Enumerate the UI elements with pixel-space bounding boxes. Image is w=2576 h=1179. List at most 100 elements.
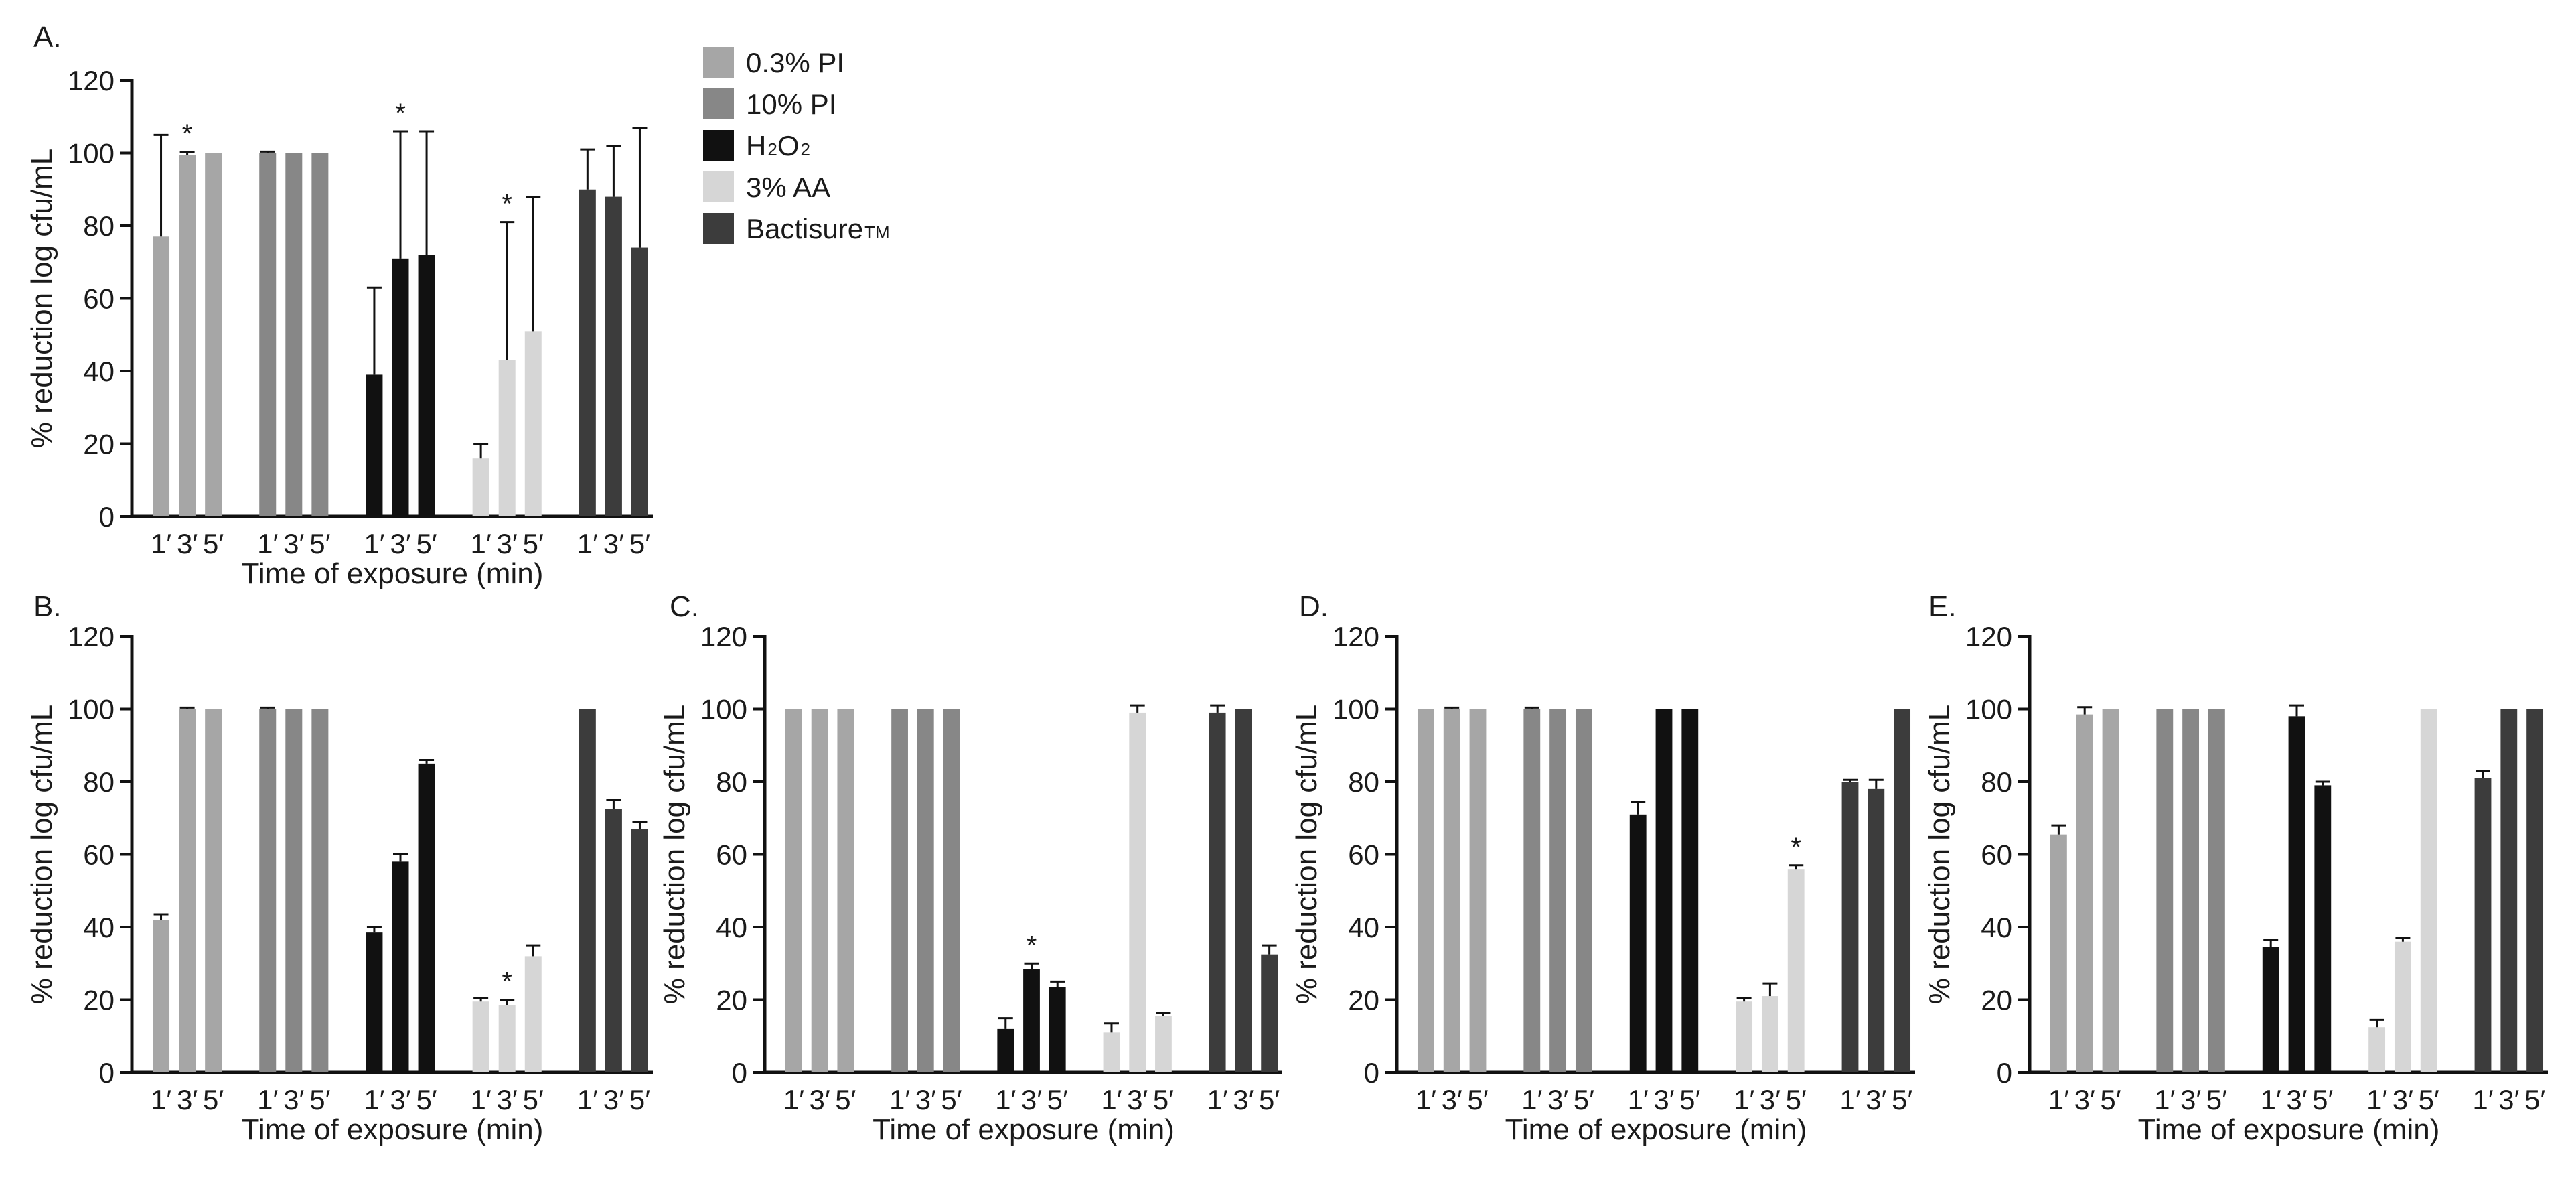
x-tick-label: 5′ <box>835 1084 856 1115</box>
x-tick-label: 5′ <box>2312 1084 2333 1115</box>
bar <box>2474 778 2492 1072</box>
series-bact: 1′ 3′ 5′ <box>577 127 650 559</box>
bar <box>392 258 409 516</box>
significance-marker: * <box>502 967 512 997</box>
series-h2o2: 1′ 3′ 5′ <box>2261 704 2334 1115</box>
bar <box>1523 709 1541 1072</box>
x-tick-label: 5′ <box>1786 1084 1807 1115</box>
y-axis-label: % reduction log cfu/mL <box>658 705 691 1005</box>
x-tick-label: 1′ <box>1521 1084 1542 1115</box>
y-tick-label: 100 <box>700 694 747 725</box>
series-bact: 1′ 3′ 5′ <box>1207 704 1280 1115</box>
x-tick-label: 1′ <box>1101 1084 1122 1115</box>
x-tick-label: 5′ <box>416 528 437 559</box>
x-tick-label: 5′ <box>1574 1084 1594 1115</box>
bar <box>997 1028 1014 1072</box>
y-axis-label: % reduction log cfu/mL <box>25 149 58 449</box>
x-tick-label: 3′ <box>603 1084 624 1115</box>
x-tick-label: 5′ <box>629 1084 650 1115</box>
legend-item-pi10: 10% PI <box>703 88 836 120</box>
series-aa3: 1′ 3′ * 5′ <box>1734 833 1807 1115</box>
y-tick-label: 120 <box>68 65 115 96</box>
x-tick-label: 1′ <box>2261 1084 2281 1115</box>
x-tick-label: 3′ <box>2286 1084 2307 1115</box>
y-tick-label: 0 <box>99 501 115 533</box>
x-tick-label: 1′ <box>783 1084 804 1115</box>
significance-marker: * <box>1027 930 1037 960</box>
y-tick-label: 40 <box>1981 912 2012 943</box>
bar <box>631 247 648 516</box>
bar <box>811 709 828 1072</box>
x-axis-label: Time of exposure (min) <box>2138 1113 2440 1146</box>
legend-item-h2o2: H2O2 <box>703 130 810 161</box>
y-axis-label: % reduction log cfu/mL <box>1923 705 1956 1005</box>
x-tick-label: 5′ <box>2419 1084 2439 1115</box>
bar <box>1235 709 1252 1072</box>
panel-a: A. 0 20 40 60 80 100 120 % reduction log cfu/mL 1… <box>25 21 653 590</box>
bar <box>1261 954 1278 1072</box>
bar <box>205 153 222 516</box>
bar <box>1681 709 1699 1072</box>
panel-c: C. 0 20 40 60 80 100 120 % reduction log cfu/mL 1… <box>658 590 1282 1146</box>
panel-e: E. 0 20 40 60 80 100 120 % reduction log cfu/mL 1… <box>1923 590 2548 1146</box>
x-tick-label: 3′ <box>2180 1084 2201 1115</box>
legend-swatch <box>703 130 734 161</box>
bar <box>2420 709 2437 1072</box>
y-tick-label: 60 <box>716 839 747 871</box>
series-bact: 1′ 3′ 5′ <box>2472 709 2545 1115</box>
x-tick-label: 3′ <box>1233 1084 1254 1115</box>
x-tick-label: 1′ <box>151 528 171 559</box>
bar <box>418 255 435 516</box>
y-tick-label: 100 <box>1965 694 2012 725</box>
x-tick-label: 5′ <box>629 528 650 559</box>
bar <box>2314 785 2332 1072</box>
y-axis-label: % reduction log cfu/mL <box>25 705 58 1005</box>
x-tick-label: 3′ <box>1021 1084 1042 1115</box>
legend-item-pi03: 0.3% PI <box>703 47 844 78</box>
x-tick-label: 1′ <box>151 1084 171 1115</box>
y-tick-label: 60 <box>83 283 115 315</box>
y-tick-label: 0 <box>1364 1057 1379 1089</box>
x-tick-label: 1′ <box>364 1084 384 1115</box>
y-tick-label: 20 <box>716 985 747 1016</box>
panel-label: E. <box>1928 590 1957 623</box>
bar <box>311 709 329 1072</box>
x-tick-label: 5′ <box>941 1084 962 1115</box>
significance-marker: * <box>182 119 193 149</box>
bar <box>1155 1016 1172 1072</box>
y-tick-label: 120 <box>700 621 747 652</box>
x-tick-label: 1′ <box>889 1084 910 1115</box>
x-axis-label: Time of exposure (min) <box>1505 1113 1807 1146</box>
y-tick-label: 0 <box>99 1057 115 1089</box>
bar <box>2262 947 2279 1072</box>
y-tick-label: 120 <box>1333 621 1379 652</box>
x-tick-label: 3′ <box>390 528 410 559</box>
series-pi03: 1′ 3′ 5′ <box>783 709 856 1115</box>
x-tick-label: 1′ <box>257 528 278 559</box>
bar <box>785 709 802 1072</box>
bar <box>1761 996 1778 1072</box>
series-bact: 1′ 3′ 5′ <box>577 709 650 1115</box>
y-tick-label: 20 <box>1981 985 2012 1016</box>
bar <box>917 709 934 1072</box>
bar <box>259 709 277 1072</box>
y-tick-label: 120 <box>1965 621 2012 652</box>
legend-label: BactisureTM <box>746 213 890 245</box>
bar <box>2050 834 2067 1072</box>
panel-label: A. <box>33 21 62 54</box>
bar <box>366 374 383 516</box>
bar <box>1023 969 1040 1072</box>
y-tick-label: 80 <box>1981 766 2012 798</box>
bar <box>579 709 596 1072</box>
significance-marker: * <box>395 98 406 128</box>
x-tick-label: 1′ <box>2154 1084 2175 1115</box>
panel-b: B. 0 20 40 60 80 100 120 % reduction log cfu/mL 1… <box>25 590 653 1146</box>
series-pi10: 1′ 3′ 5′ <box>889 709 962 1115</box>
bar <box>1209 712 1226 1072</box>
x-tick-label: 5′ <box>523 528 544 559</box>
bar <box>2526 709 2544 1072</box>
series-pi10: 1′ 3′ 5′ <box>257 706 331 1115</box>
bar <box>153 920 170 1072</box>
series-aa3: 1′ 3′ 5′ <box>1101 704 1174 1115</box>
